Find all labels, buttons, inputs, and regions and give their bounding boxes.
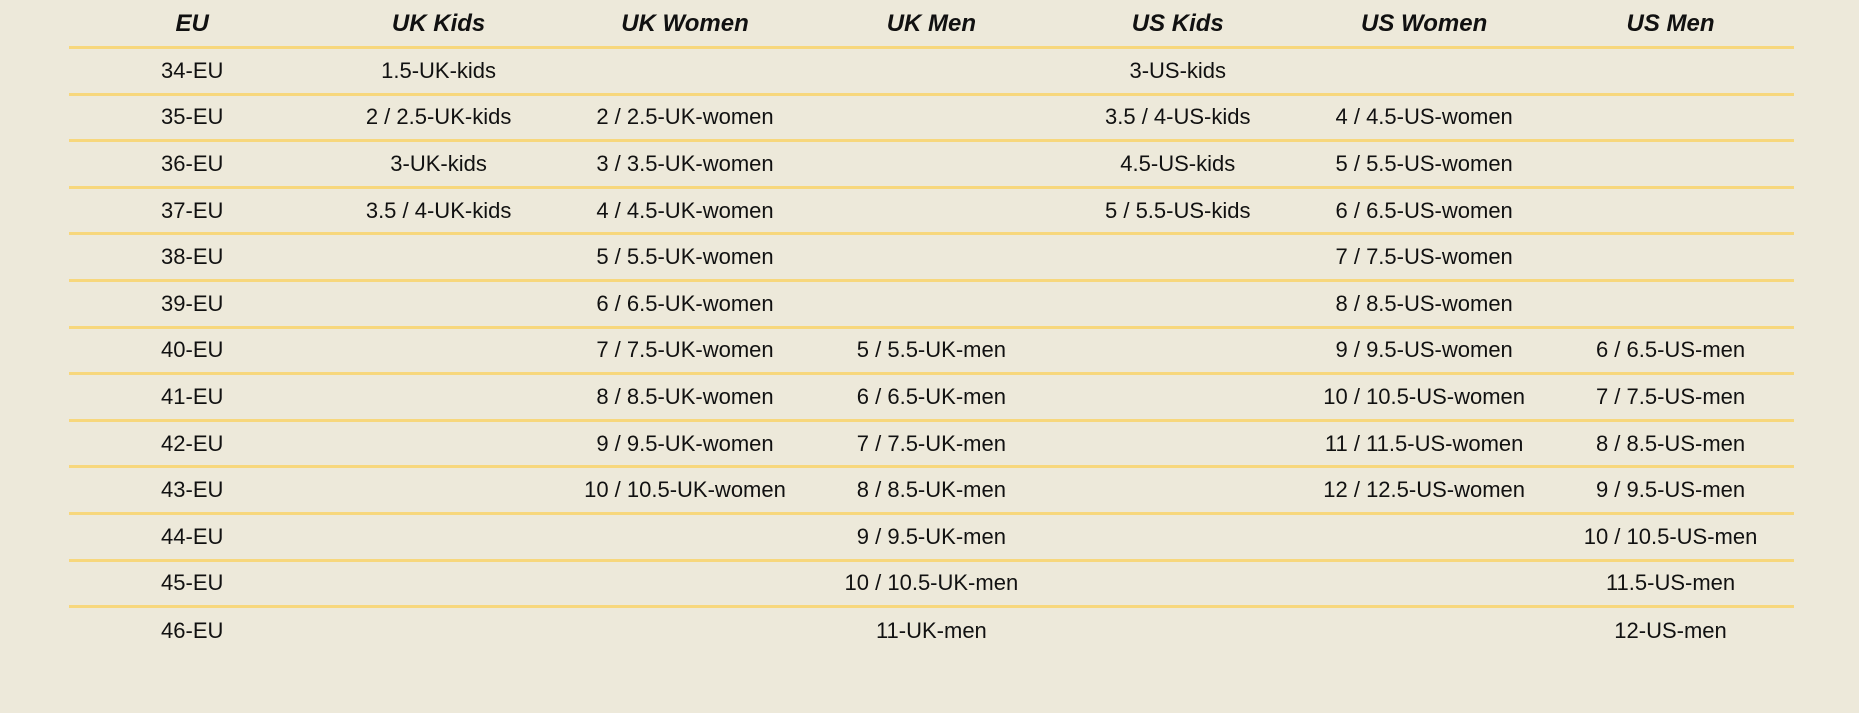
size-conversion-table: EU UK Kids UK Women UK Men US Kids US Women US… <box>69 0 1794 655</box>
column-header: US Kids <box>1131 10 1224 37</box>
table-cell: 8 / 8.5-US-women <box>1335 290 1513 316</box>
table-cell: 8 / 8.5-US-men <box>1595 430 1746 456</box>
table-cell: 37-EU <box>161 197 224 223</box>
table-row: 41-EU 8 / 8.5-UK-women 6 / 6.5-UK-men 10 / … <box>69 375 1794 422</box>
table-cell: 2 / 2.5-UK-kids <box>365 104 512 130</box>
table-cell: 34-EU <box>161 57 224 83</box>
table-cell: 4.5-US-kids <box>1120 150 1236 176</box>
table-cell: 41-EU <box>161 383 224 409</box>
column-header: UK Women <box>621 10 749 37</box>
table-cell: 7 / 7.5-UK-men <box>856 430 1006 456</box>
table-cell: 3-UK-kids <box>390 150 487 176</box>
table-cell: 4 / 4.5-US-women <box>1335 104 1513 130</box>
table-cell: 2 / 2.5-UK-women <box>596 104 774 130</box>
table-cell: 9 / 9.5-US-women <box>1335 337 1513 363</box>
table-cell: 3.5 / 4-UK-kids <box>365 197 512 223</box>
table-cell: 46-EU <box>161 618 224 644</box>
table-row: 44-EU 9 / 9.5-UK-men 10 / 10.5-US-men <box>69 515 1794 562</box>
table-cell: 1.5-UK-kids <box>381 57 497 83</box>
table-cell: 5 / 5.5-US-women <box>1335 150 1513 176</box>
column-header: US Women <box>1361 10 1488 37</box>
table-row: 46-EU 11-UK-men 12-US-men <box>69 608 1794 655</box>
table-cell: 39-EU <box>161 290 224 316</box>
table-cell: 5 / 5.5-UK-men <box>856 337 1006 363</box>
header-row: EU UK Kids UK Women UK Men US Kids US Women US… <box>69 0 1794 49</box>
table-row: 34-EU 1.5-UK-kids 3-US-kids <box>69 49 1794 96</box>
table-cell: 40-EU <box>161 337 224 363</box>
table-cell: 36-EU <box>161 150 224 176</box>
table-cell: 8 / 8.5-UK-women <box>596 383 774 409</box>
table-cell: 7 / 7.5-US-men <box>1595 383 1746 409</box>
table-cell: 35-EU <box>161 104 224 130</box>
column-header: US Men <box>1626 10 1715 37</box>
table-cell: 9 / 9.5-US-men <box>1595 477 1746 503</box>
table-cell: 10 / 10.5-UK-men <box>844 570 1019 596</box>
table-row: 43-EU 10 / 10.5-UK-women 8 / 8.5-UK-men 12 … <box>69 468 1794 515</box>
table-cell: 5 / 5.5-US-kids <box>1105 197 1251 223</box>
table-cell: 11 / 11.5-US-women <box>1324 430 1524 456</box>
table-row: 35-EU 2 / 2.5-UK-kids 2 / 2.5-UK-women 3.5 … <box>69 96 1794 143</box>
table-row: 42-EU 9 / 9.5-UK-women 7 / 7.5-UK-men 11 / … <box>69 422 1794 469</box>
table-cell: 44-EU <box>161 523 224 549</box>
table-cell: 10 / 10.5-UK-women <box>584 477 786 503</box>
table-cell: 12 / 12.5-US-women <box>1323 477 1526 503</box>
table-cell: 8 / 8.5-UK-men <box>856 477 1006 503</box>
table-cell: 6 / 6.5-US-men <box>1595 337 1746 363</box>
table-cell: 3.5 / 4-US-kids <box>1105 104 1251 130</box>
table-cell: 43-EU <box>161 477 224 503</box>
table-cell: 3-US-kids <box>1129 57 1227 83</box>
table-cell: 42-EU <box>161 430 224 456</box>
table-cell: 9 / 9.5-UK-women <box>596 430 774 456</box>
column-header: EU <box>175 10 209 37</box>
table-row: 37-EU 3.5 / 4-UK-kids 4 / 4.5-UK-women 5 / … <box>69 189 1794 236</box>
table-cell: 7 / 7.5-US-women <box>1335 244 1513 270</box>
table-cell: 6 / 6.5-US-women <box>1335 197 1513 223</box>
table-cell: 45-EU <box>161 570 224 596</box>
table-cell: 38-EU <box>161 244 224 270</box>
table-cell: 6 / 6.5-UK-men <box>856 383 1006 409</box>
table-cell: 10 / 10.5-US-men <box>1583 523 1758 549</box>
table-cell: 11-UK-men <box>875 618 987 644</box>
column-header: UK Kids <box>391 10 486 37</box>
table-row: 39-EU 6 / 6.5-UK-women 8 / 8.5-US-women <box>69 282 1794 329</box>
table-cell: 12-US-men <box>1614 618 1727 644</box>
table-row: 45-EU 10 / 10.5-UK-men 11.5-US-men <box>69 562 1794 609</box>
column-header: UK Men <box>886 10 977 37</box>
table-cell: 9 / 9.5-UK-men <box>856 523 1006 549</box>
table-row: 36-EU 3-UK-kids 3 / 3.5-UK-women 4.5-US-kid… <box>69 142 1794 189</box>
table-cell: 7 / 7.5-UK-women <box>596 337 774 363</box>
table-cell: 10 / 10.5-US-women <box>1323 383 1526 409</box>
table-cell: 3 / 3.5-UK-women <box>596 150 774 176</box>
table-cell: 11.5-US-men <box>1605 570 1736 596</box>
table-row: 38-EU 5 / 5.5-UK-women 7 / 7.5-US-women <box>69 235 1794 282</box>
table-cell: 4 / 4.5-UK-women <box>596 197 774 223</box>
table-row: 40-EU 7 / 7.5-UK-women 5 / 5.5-UK-men 9 / 9… <box>69 329 1794 376</box>
table-cell: 6 / 6.5-UK-women <box>596 290 774 316</box>
table-cell: 5 / 5.5-UK-women <box>596 244 774 270</box>
